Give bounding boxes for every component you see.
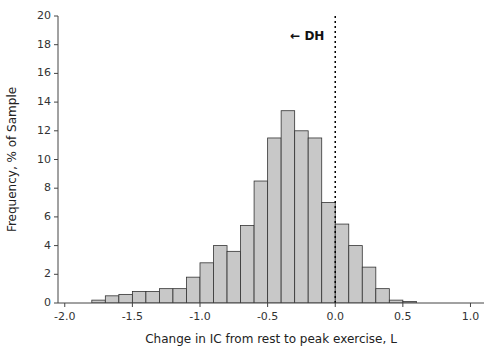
x-tick-label: 0.0: [326, 310, 344, 323]
plot-area: [92, 16, 417, 303]
bar: [335, 224, 349, 303]
y-tick: [54, 73, 58, 74]
y-tick-label: 4: [44, 239, 51, 252]
y-tick: [54, 245, 58, 246]
bar: [200, 263, 214, 303]
y-tick: [54, 102, 58, 103]
y-tick-label: 16: [37, 66, 51, 79]
bar: [308, 138, 322, 303]
y-tick: [54, 16, 58, 17]
y-tick: [54, 303, 58, 304]
bar: [105, 296, 119, 303]
reference-line: [334, 16, 336, 303]
bar: [146, 292, 160, 303]
bar: [159, 289, 173, 303]
y-tick-label: 8: [44, 181, 51, 194]
y-tick-label: 18: [37, 38, 51, 51]
y-tick-label: 14: [37, 95, 51, 108]
x-tick-label: -1.0: [189, 310, 210, 323]
x-tick: [470, 303, 471, 307]
x-tick-label: 1.0: [462, 310, 480, 323]
y-tick-label: 6: [44, 210, 51, 223]
x-tick: [267, 303, 268, 307]
y-tick: [54, 130, 58, 131]
x-tick-label: -2.0: [54, 310, 75, 323]
bar: [132, 292, 146, 303]
bar: [241, 226, 255, 303]
y-tick-label: 20: [37, 9, 51, 22]
y-tick-label: 2: [44, 267, 51, 280]
y-tick: [54, 44, 58, 45]
x-tick: [335, 303, 336, 307]
bar: [349, 246, 363, 303]
y-tick-label: 10: [37, 153, 51, 166]
chart: 0 2 4 6 8 10 12 14 16 18 20 -2.0 -1.5 -1.0 -0.5 0.0 0.5 1…: [0, 0, 500, 355]
bar: [186, 277, 200, 303]
bar: [173, 289, 187, 303]
x-tick: [402, 303, 403, 307]
annotation: ← DH: [290, 29, 324, 43]
bar: [268, 138, 282, 303]
y-tick: [54, 159, 58, 160]
x-tick-label: 0.5: [394, 310, 412, 323]
bar: [376, 289, 390, 303]
bar: [214, 246, 228, 303]
bar: [227, 251, 241, 303]
y-tick: [54, 188, 58, 189]
x-tick-label: -0.5: [257, 310, 278, 323]
x-tick-label: -1.5: [122, 310, 143, 323]
bar: [322, 203, 336, 303]
y-tick-label: 0: [44, 296, 51, 309]
x-tick: [64, 303, 65, 307]
y-tick: [54, 216, 58, 217]
bar: [254, 181, 268, 303]
bar: [295, 131, 309, 303]
y-tick: [54, 274, 58, 275]
bar: [362, 267, 376, 303]
x-axis-label: Change in IC from rest to peak exercise,…: [145, 332, 397, 346]
x-tick: [200, 303, 201, 307]
x-axis: [58, 303, 484, 304]
y-axis: [58, 16, 59, 303]
y-axis-label: Frequency, % of Sample: [5, 87, 19, 232]
bar: [281, 111, 295, 303]
y-tick-label: 12: [37, 124, 51, 137]
x-tick: [132, 303, 133, 307]
bar: [119, 294, 133, 303]
